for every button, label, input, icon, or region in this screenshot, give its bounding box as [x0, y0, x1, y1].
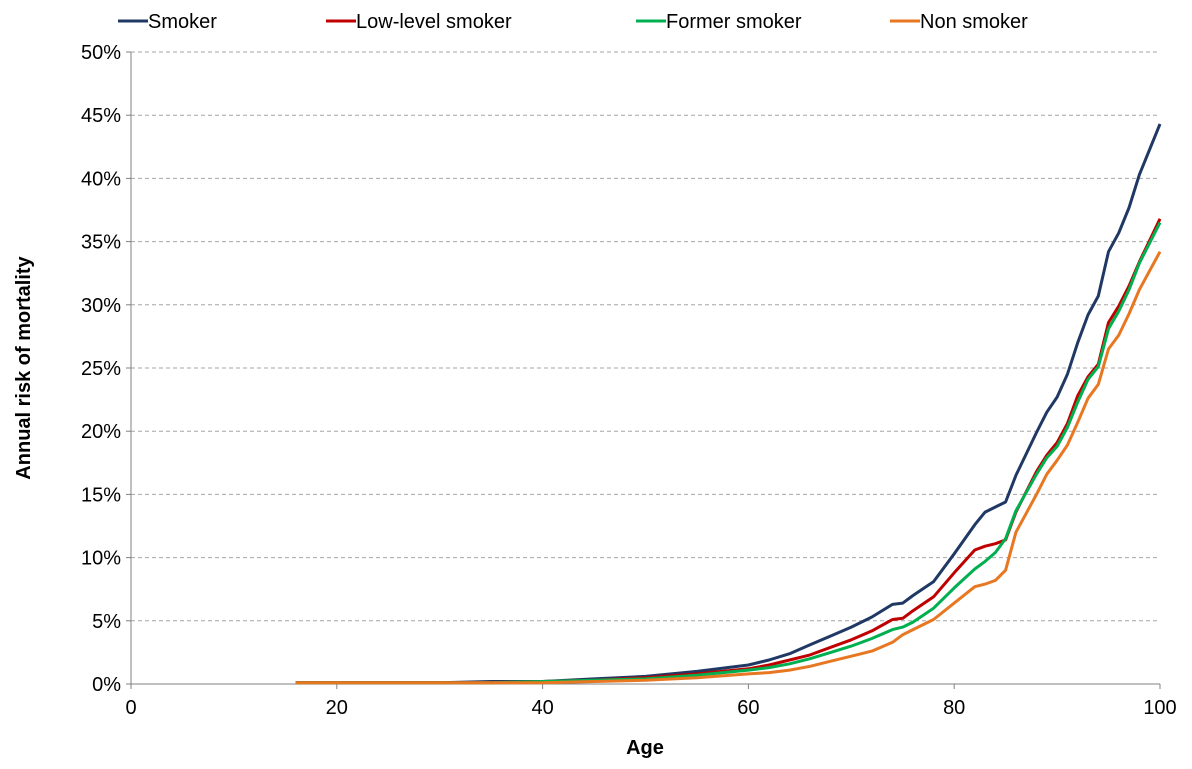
y-tick-label: 35% — [81, 232, 121, 254]
y-tick-label: 25% — [81, 358, 121, 380]
y-axis-title: Annual risk of mortality — [13, 255, 35, 479]
x-tick-label: 0 — [125, 697, 136, 719]
legend-label-low-level-smoker: Low-level smoker — [356, 11, 512, 33]
legend-label-smoker: Smoker — [148, 11, 217, 33]
y-tick-label: 5% — [92, 611, 121, 633]
x-tick-label: 60 — [737, 697, 759, 719]
series-line-non-smoker — [295, 250, 1162, 685]
legend-label-former-smoker: Former smoker — [666, 11, 802, 33]
series-lines — [295, 123, 1162, 685]
y-tick-label: 30% — [81, 295, 121, 317]
legend-label-non-smoker: Non smoker — [920, 11, 1028, 33]
y-tick-label: 50% — [81, 42, 121, 64]
x-tick-label: 100 — [1143, 697, 1176, 719]
series-line-low-level-smoker — [295, 218, 1162, 685]
x-tick-label: 80 — [943, 697, 965, 719]
y-tick-label: 15% — [81, 484, 121, 506]
y-tick-label: 20% — [81, 421, 121, 443]
y-tick-label: 45% — [81, 105, 121, 127]
series-line-former-smoker — [295, 221, 1162, 685]
gridlines — [131, 51, 1160, 622]
series-line-smoker — [295, 123, 1162, 685]
x-tick-label: 20 — [326, 697, 348, 719]
legend: Smoker Low-level smoker Former smoker Non s… — [118, 11, 1028, 33]
y-tick-label: 40% — [81, 168, 121, 190]
ticks: 0% 5% 10% 15% 20% 25% 30% 35% 40% 45% 50% 0 20 40 60 80… — [81, 42, 1177, 719]
y-tick-label: 0% — [92, 674, 121, 696]
x-tick-label: 40 — [531, 697, 553, 719]
y-tick-label: 10% — [81, 548, 121, 570]
x-axis-title: Age — [626, 737, 664, 759]
